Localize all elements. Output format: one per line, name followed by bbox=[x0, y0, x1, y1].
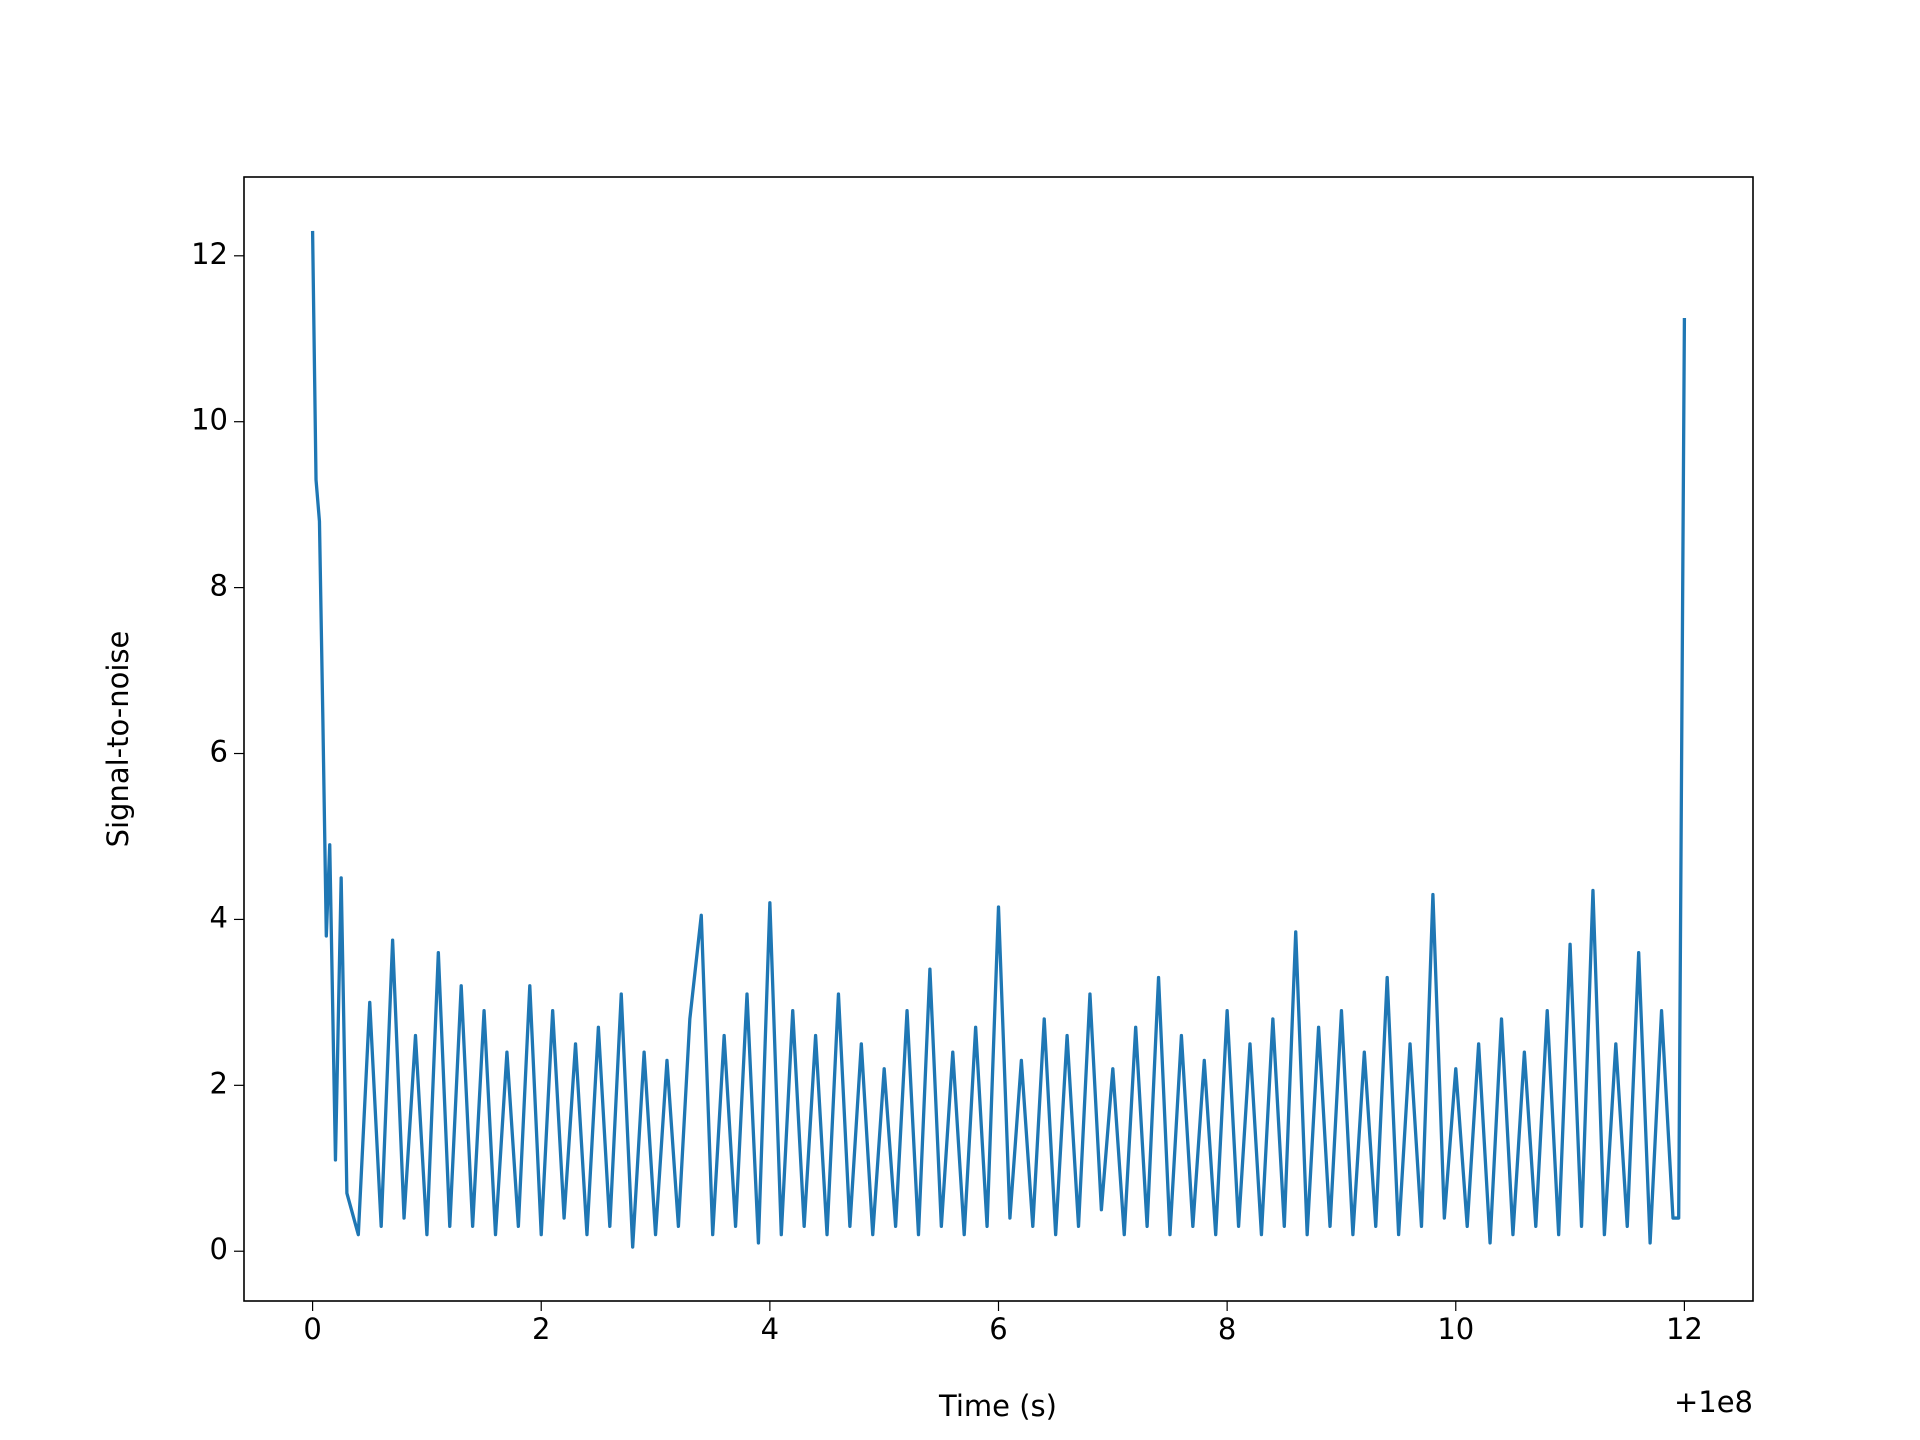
y-tick-label: 10 bbox=[191, 403, 228, 437]
x-tick-label: 2 bbox=[532, 1312, 550, 1346]
y-axis-label: Signal-to-noise bbox=[101, 631, 135, 848]
y-tick-label: 6 bbox=[210, 735, 228, 769]
x-tick-label: 4 bbox=[761, 1312, 779, 1346]
x-axis-label: Time (s) bbox=[938, 1389, 1057, 1423]
y-tick-label: 12 bbox=[191, 237, 228, 271]
x-tick-label: 10 bbox=[1437, 1312, 1474, 1346]
y-tick-label: 4 bbox=[210, 900, 228, 934]
x-tick-label: 6 bbox=[989, 1312, 1007, 1346]
line bbox=[310, 230, 1687, 1249]
x-tick-label: 12 bbox=[1666, 1312, 1703, 1346]
y-tick-label: 0 bbox=[210, 1232, 228, 1266]
x-offset-label: +1e8 bbox=[1674, 1385, 1753, 1419]
y-tick-label: 8 bbox=[210, 569, 228, 603]
y-tick-label: 2 bbox=[210, 1066, 228, 1100]
x-tick-label: 8 bbox=[1218, 1312, 1236, 1346]
x-tick-label: 0 bbox=[303, 1312, 321, 1346]
plot-frame bbox=[243, 176, 1754, 1302]
